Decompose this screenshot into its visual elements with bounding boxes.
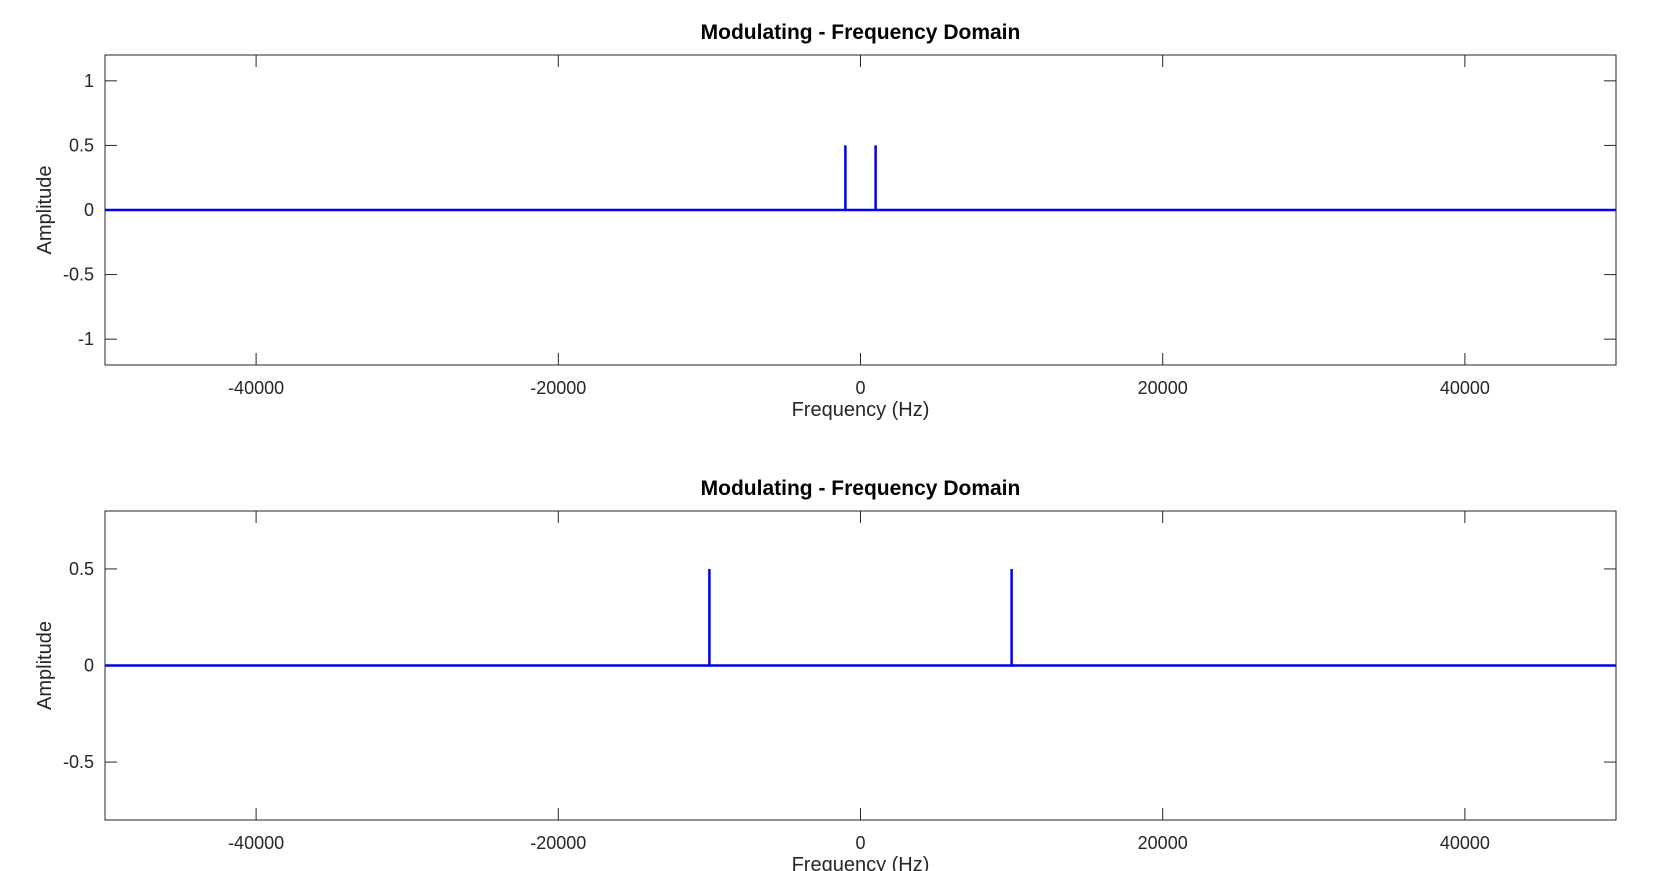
subplot-1: -40000 -20000 0 20000 40000 -1 -0.5 0 0.5 1 Modula… <box>34 21 1617 421</box>
y-tick-label: -0.5 <box>63 752 94 772</box>
x-tick-label: 20000 <box>1138 833 1188 853</box>
y-tick-label: 1 <box>84 71 94 91</box>
x-tick-label: 40000 <box>1440 378 1490 398</box>
x-tick-label: 40000 <box>1440 833 1490 853</box>
x-tick-label: 20000 <box>1138 378 1188 398</box>
y-tick-label: 0.5 <box>69 559 94 579</box>
y-tick-label: -1 <box>78 329 94 349</box>
x-tick-label: -40000 <box>228 833 284 853</box>
series-line-1 <box>105 145 1616 212</box>
x-tick-label: -20000 <box>530 378 586 398</box>
x-axis-label: Frequency (Hz) <box>792 399 930 421</box>
x-tick-label: -40000 <box>228 378 284 398</box>
x-tick-label: 0 <box>855 378 865 398</box>
y-axis-label: Amplitude <box>34 166 56 255</box>
y-tick-label: 0 <box>84 200 94 220</box>
y-axis-label: Amplitude <box>34 621 56 710</box>
x-tick-label: -20000 <box>530 833 586 853</box>
chart-title: Modulating - Frequency Domain <box>701 21 1021 44</box>
y-tick-label: 0.5 <box>69 135 94 155</box>
series-line-1 <box>105 568 1616 667</box>
subplot-2: -40000 -20000 0 20000 40000 -0.5 0 0.5 Modulatin… <box>34 477 1617 871</box>
y-tick-label: -0.5 <box>63 265 94 285</box>
x-tick-label: 0 <box>855 833 865 853</box>
y-tick-label: 0 <box>84 656 94 676</box>
x-axis-label: Frequency (Hz) <box>792 854 930 871</box>
chart-title: Modulating - Frequency Domain <box>701 477 1021 500</box>
